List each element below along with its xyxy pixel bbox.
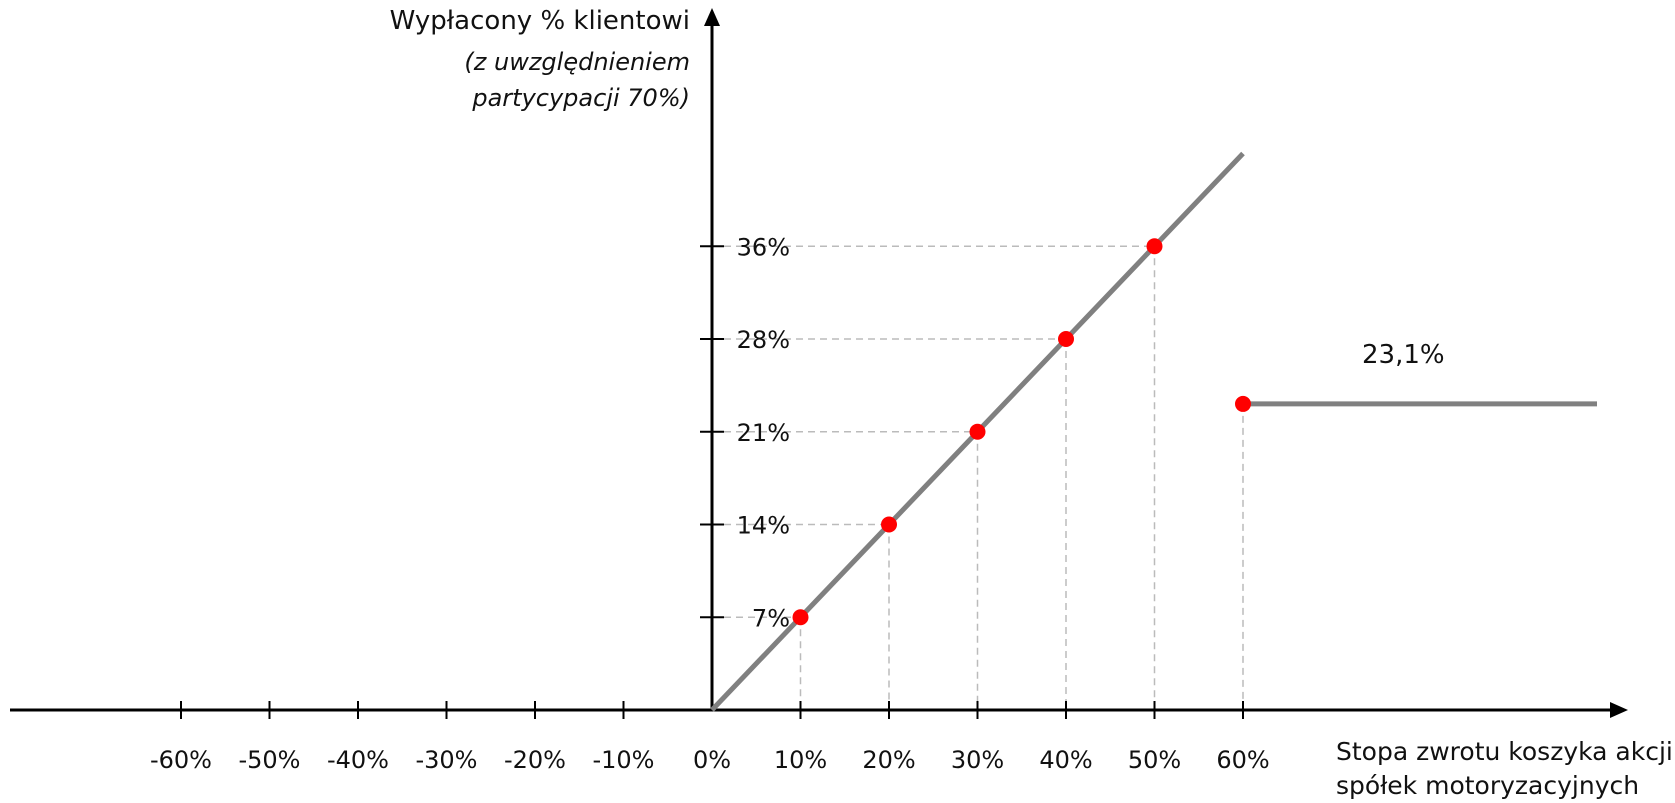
x-tick-label-6: 0% (693, 746, 731, 774)
data-point-3 (1058, 331, 1074, 347)
x-axis-arrow-icon (1610, 702, 1628, 718)
y-axis-arrow-icon (704, 8, 720, 26)
x-tick-label-5: -10% (592, 746, 654, 774)
x-tick-label-1: -50% (238, 746, 300, 774)
y-tick-label-3: 28% (737, 326, 790, 354)
x-axis-label: Stopa zwrotu koszyka akcji spółek motory… (1336, 735, 1673, 803)
x-tick-labels: -60% -50% -40% -30% -20% -10% 0% 10% 20% 30% 40% 50… (150, 746, 1270, 774)
data-point-4 (1146, 238, 1163, 255)
y-tick-labels: 7% 14% 21% 28% 36% (737, 233, 790, 632)
x-tick-label-10: 40% (1039, 746, 1092, 774)
x-tick-label-8: 20% (862, 746, 915, 774)
y-axis-label: Wypłacony % klientowi (389, 6, 690, 36)
y-tick-label-2: 21% (737, 419, 790, 447)
x-tick-label-3: -30% (415, 746, 477, 774)
data-point-2 (969, 423, 986, 440)
x-tick-label-12: 60% (1216, 746, 1269, 774)
y-axis-note: (z uwzględnieniem partycypacji 70%) (464, 44, 690, 116)
x-tick-label-2: -40% (327, 746, 389, 774)
x-tick-label-11: 50% (1128, 746, 1181, 774)
y-tick-label-4: 36% (737, 233, 790, 261)
data-markers (792, 238, 1251, 626)
y-axis-note-line-2: partycypacji 70%) (472, 84, 690, 112)
y-axis-note-line-1: (z uwzględnieniem (464, 48, 690, 76)
axes (10, 8, 1628, 719)
x-axis-label-line-1: Stopa zwrotu koszyka akcji (1336, 737, 1673, 766)
y-tick-label-0: 7% (752, 604, 790, 632)
data-point-5 (1235, 395, 1251, 412)
data-point-0 (792, 609, 809, 626)
data-point-1 (881, 516, 897, 533)
y-tick-label-1: 14% (737, 512, 790, 540)
guide-lines (712, 245, 1244, 710)
x-axis-label-line-2: spółek motoryzacyjnych (1336, 771, 1640, 800)
x-tick-label-4: -20% (504, 746, 566, 774)
x-tick-label-0: -60% (150, 746, 212, 774)
x-tick-label-7: 10% (774, 746, 827, 774)
x-tick-label-9: 30% (951, 746, 1004, 774)
annotation-23-1: 23,1% (1362, 340, 1445, 370)
